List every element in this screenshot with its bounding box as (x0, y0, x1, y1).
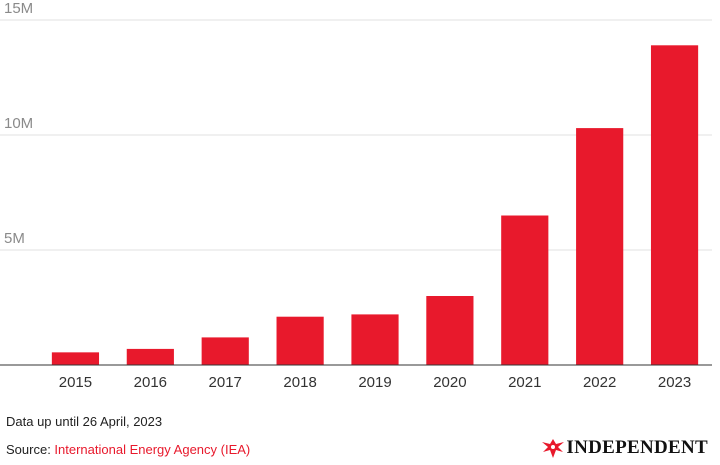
x-axis-ticks: 2015 2016 2017 2018 2019 2020 2021 2022 2023 (59, 374, 691, 391)
x-tick-label: 2019 (358, 374, 391, 391)
y-tick-label: 5M (4, 230, 25, 247)
x-tick-label: 2021 (508, 374, 541, 391)
bar-2023 (650, 45, 699, 366)
source-link[interactable]: International Energy Agency (IEA) (54, 442, 251, 457)
bar-2017 (201, 337, 249, 365)
y-axis-ticks: 5M 10M 15M (4, 0, 33, 247)
bar-chart: 5M 10M 15M 2015 2016 2017 2018 2019 2020 2021 202… (0, 0, 712, 391)
independent-logo: INDEPENDENT (540, 436, 708, 460)
x-tick-label: 2022 (583, 374, 616, 391)
data-note: Data up until 26 April, 2023 (6, 414, 163, 429)
logo-text: INDEPENDENT (566, 437, 708, 458)
bar-2015 (51, 352, 100, 365)
bar-2019 (351, 314, 399, 365)
bar-2018 (276, 316, 324, 365)
x-tick-label: 2016 (134, 374, 167, 391)
source-line: Source: International Energy Agency (IEA… (6, 442, 250, 457)
y-tick-label: 15M (4, 0, 33, 17)
bar-2021 (501, 215, 549, 365)
bar-2020 (426, 296, 474, 365)
x-tick-label: 2020 (433, 374, 466, 391)
bar-2022 (576, 128, 624, 365)
x-tick-label: 2023 (658, 374, 691, 391)
x-tick-label: 2017 (209, 374, 242, 391)
source-prefix: Source: (6, 442, 55, 457)
x-tick-label: 2018 (283, 374, 316, 391)
bars (51, 45, 699, 366)
eagle-icon (542, 439, 565, 458)
x-tick-label: 2015 (59, 374, 92, 391)
bar-2016 (126, 348, 174, 365)
y-tick-label: 10M (4, 115, 33, 132)
